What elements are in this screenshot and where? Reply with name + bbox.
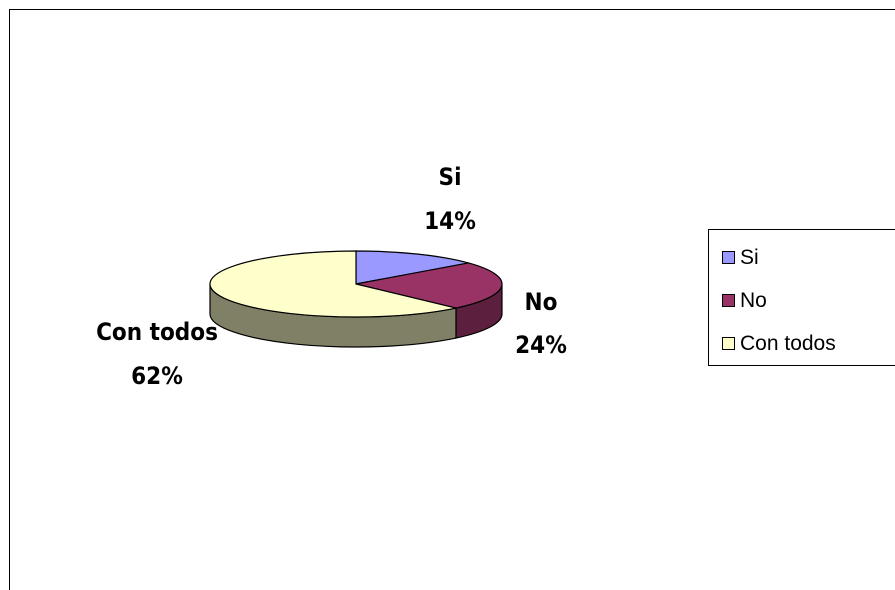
legend-swatch-si [722,251,735,264]
data-label-si-category: Si [439,163,462,191]
data-label-con-todos-value: 62% [131,362,183,390]
pie-slice-no [355,262,503,309]
data-label-si-value: 14% [424,207,476,235]
chart-border [9,9,895,590]
pie-slice-con-todos [209,250,457,318]
legend-swatch-no [722,294,735,307]
pie-tops [209,250,503,318]
pie-slice-si [355,250,469,285]
data-label-con-todos: Con todos 62% [96,318,218,390]
legend-box [708,229,895,366]
legend-item-no: No [722,289,767,312]
legend-label-si: Si [740,246,759,269]
legend-swatch-con-todos [722,337,735,350]
data-label-con-todos-category: Con todos [96,318,218,346]
data-label-no: No 24% [515,288,567,359]
data-label-no-value: 24% [515,331,567,359]
legend-item-si: Si [722,246,759,269]
legend-label-con-todos: Con todos [740,332,836,355]
data-label-si: Si 14% [424,163,476,235]
legend: Si No Con todos [708,229,895,366]
data-label-no-category: No [525,288,558,316]
legend-label-no: No [740,289,767,312]
legend-item-con-todos: Con todos [722,332,836,355]
